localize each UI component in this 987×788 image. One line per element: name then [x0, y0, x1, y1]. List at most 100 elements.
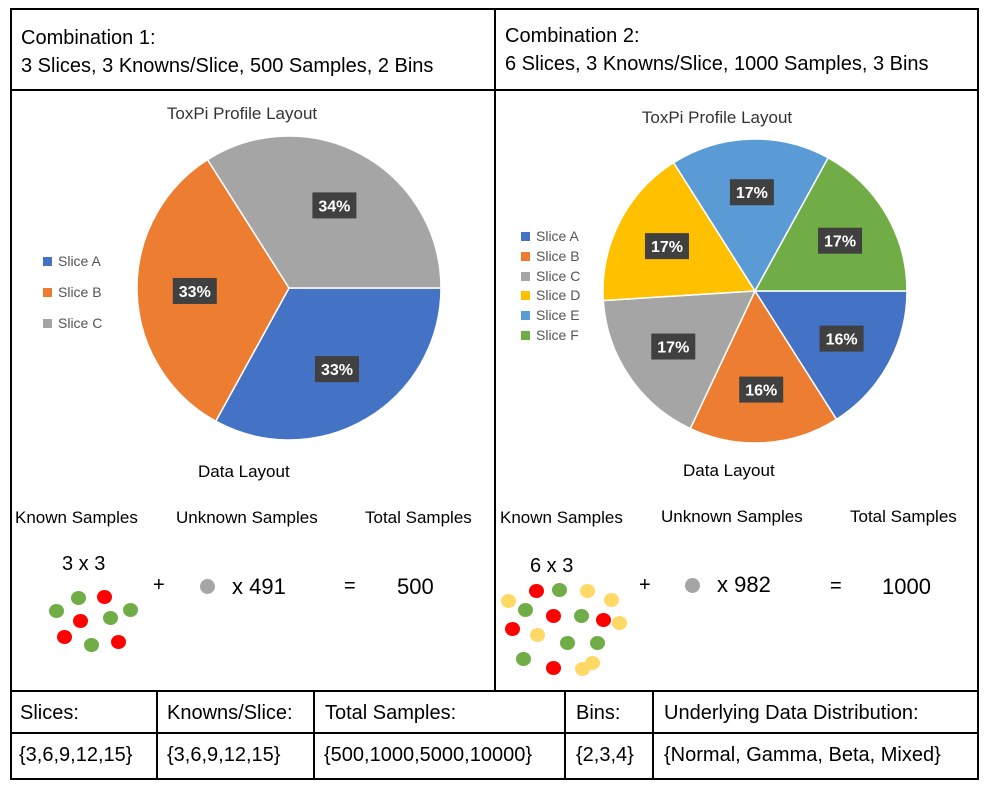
chart2-legend-label-slice-d: Slice D [536, 287, 581, 304]
combination2-col-total: Total Samples [850, 507, 957, 526]
table-header-distribution: Underlying Data Distribution: [664, 702, 919, 724]
table-row-divider [10, 732, 979, 734]
combination2-known-dot [552, 583, 567, 597]
header-divider [10, 89, 979, 91]
table-header-bins: Bins: [576, 702, 621, 724]
chart1-legend-swatch-slice-a [43, 257, 52, 266]
chart1-label-slice-a: 33% [314, 356, 359, 383]
chart2-label-text-slice-e: 17% [736, 185, 768, 202]
chart2-label-text-slice-f: 17% [824, 234, 856, 251]
table-col-divider-3 [564, 690, 566, 780]
chart2-legend-swatch-slice-e [521, 311, 530, 321]
combination2-known-dot [529, 584, 544, 598]
frame-left [10, 8, 12, 780]
chart2-legend-swatch-slice-b [521, 251, 530, 261]
chart2-slice-slice-e [672, 138, 830, 293]
chart2-legend-swatch-slice-f [521, 331, 530, 340]
combination1-data-layout-label: Data Layout [198, 462, 290, 481]
combination2-known-dot [546, 609, 561, 623]
combination1-known-dot [73, 614, 88, 628]
combination1-known-dot [103, 611, 118, 625]
combination2-known-dot [516, 652, 531, 666]
chart2-legend-item-slice-e: Slice E [521, 307, 580, 323]
chart1-label-box-slice-a [314, 356, 359, 383]
combination2-data-layout-label: Data Layout [683, 461, 775, 480]
chart2-legend-label-slice-e: Slice E [536, 307, 580, 324]
combination2-unknown-expr: x 982 [717, 572, 771, 597]
chart2-label-box-slice-b [739, 376, 784, 403]
chart1-legend-item-slice-c: Slice C [43, 315, 102, 331]
chart1-title: ToxPi Profile Layout [166, 104, 318, 123]
table-value-slices: {3,6,9,12,15} [19, 744, 133, 766]
chart1-legend-swatch-slice-c [43, 319, 52, 328]
combination2-known-dot [596, 613, 611, 627]
combination1-known-dot [84, 638, 99, 652]
chart1-label-text-slice-b: 33% [179, 284, 211, 301]
chart2-slice-slice-d [602, 161, 757, 302]
chart2-label-slice-c: 17% [651, 333, 696, 360]
combination2-known-dot [518, 603, 533, 617]
chart1-label-text-slice-c: 34% [318, 198, 350, 215]
chart2-label-box-slice-e [729, 179, 774, 206]
combination2-col-unknown: Unknown Samples [661, 507, 803, 526]
chart2-label-box-slice-a [819, 325, 864, 352]
combination2-col-known: Known Samples [500, 508, 623, 527]
combination1-col-total: Total Samples [365, 508, 472, 527]
chart2-title: ToxPi Profile Layout [641, 108, 793, 127]
chart2-legend-item-slice-c: Slice C [521, 268, 580, 284]
chart2-label-text-slice-a: 16% [826, 332, 858, 349]
combination1-col-unknown: Unknown Samples [176, 508, 318, 527]
combination2-equals: = [830, 575, 842, 597]
combination1-known-expr: 3 x 3 [62, 553, 106, 575]
chart1-label-box-slice-c [312, 192, 357, 219]
chart1-label-slice-b: 33% [172, 277, 217, 304]
frame-bottom [10, 778, 979, 780]
combination1-known-dot [49, 604, 64, 618]
chart2-label-box-slice-d [644, 233, 689, 260]
combination1-known-dot [111, 635, 126, 649]
table-header-total-samples: Total Samples: [325, 702, 457, 724]
chart2-legend-item-slice-b: Slice B [521, 248, 580, 264]
table-col-divider-4 [652, 690, 654, 780]
chart1-label-box-slice-b [172, 277, 217, 304]
combination1-known-dot [71, 591, 86, 605]
combination2-known-dot [575, 662, 590, 676]
chart2-legend-item-slice-a: Slice A [521, 228, 579, 244]
chart2-legend-label-slice-a: Slice A [536, 228, 579, 244]
table-top-divider [10, 690, 979, 692]
table-header-slices: Slices: [20, 702, 79, 724]
chart1-label-text-slice-a: 33% [321, 362, 353, 379]
chart2-legend-swatch-slice-a [521, 232, 530, 241]
chart2-slice-slice-a [753, 290, 908, 421]
combination1-equals: = [344, 575, 356, 597]
combination1-unknown-expr: x 491 [232, 574, 286, 599]
chart2-legend-label-slice-b: Slice B [536, 247, 580, 264]
combination2-known-dot [505, 622, 520, 636]
combination2-known-dot [530, 628, 545, 642]
combination2-title-line1: Combination 2: [505, 25, 640, 47]
chart2-label-box-slice-f [818, 227, 863, 254]
combination1-known-dot [57, 630, 72, 644]
chart1-legend-item-slice-a: Slice A [43, 253, 101, 269]
chart2-label-text-slice-c: 17% [657, 340, 689, 357]
combination1-title: Combination 1: 3 Slices, 3 Knowns/Slice,… [21, 24, 433, 80]
combination2-known-dot [501, 594, 516, 608]
chart1-legend-swatch-slice-b [43, 288, 52, 297]
chart2-slice-slice-b [689, 289, 838, 444]
table-value-total-samples: {500,1000,5000,10000} [324, 744, 532, 766]
chart2-slice-slice-f [753, 156, 908, 292]
combination2-known-dot [574, 609, 589, 623]
combination2-known-dot [604, 593, 619, 607]
combination2-known-dot [560, 636, 575, 650]
frame-right [977, 8, 979, 780]
chart2-label-slice-a: 16% [819, 325, 864, 352]
combination2-known-dot [590, 636, 605, 650]
chart2-legend-item-slice-d: Slice D [521, 287, 580, 303]
panel-divider [494, 8, 496, 691]
chart2-legend-swatch-slice-d [521, 291, 530, 301]
chart1-legend-label-slice-b: Slice B [58, 284, 102, 300]
combination2-known-dot [546, 661, 561, 675]
table-value-bins: {2,3,4} [576, 744, 634, 766]
